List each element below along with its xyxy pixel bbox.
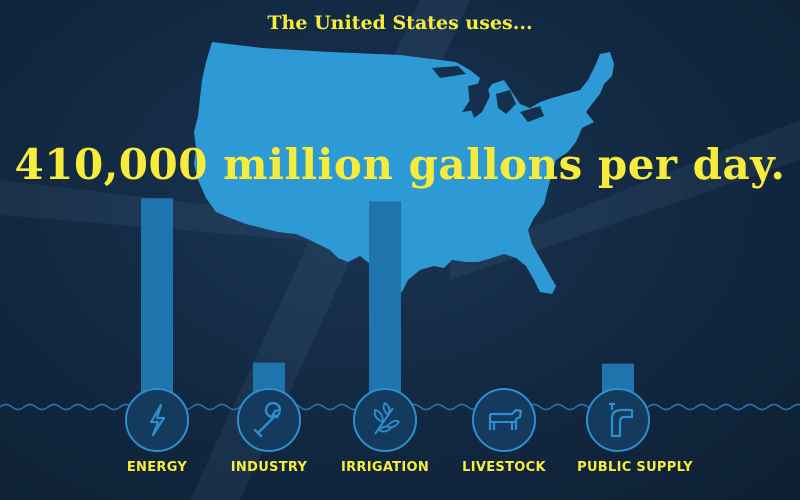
cow-icon bbox=[472, 388, 536, 452]
icons-layer bbox=[125, 388, 650, 452]
category-label-livestock: LIVESTOCK bbox=[462, 460, 546, 475]
total-usage-headline: 410,000 million gallons per day. bbox=[14, 140, 786, 189]
faucet-icon bbox=[586, 388, 650, 452]
category-label-public-supply: PUBLIC SUPPLY bbox=[577, 460, 693, 475]
lightning-icon bbox=[125, 388, 189, 452]
plant-icon bbox=[353, 388, 417, 452]
bar-irrigation bbox=[369, 201, 401, 410]
great-lakes bbox=[432, 66, 544, 122]
bar-energy bbox=[141, 198, 173, 410]
category-label-energy: ENERGY bbox=[126, 460, 188, 475]
category-label-irrigation: IRRIGATION bbox=[340, 460, 430, 475]
category-label-industry: INDUSTRY bbox=[230, 460, 308, 475]
wrench-icon bbox=[237, 388, 301, 452]
subtitle: The United States uses... bbox=[267, 12, 533, 34]
